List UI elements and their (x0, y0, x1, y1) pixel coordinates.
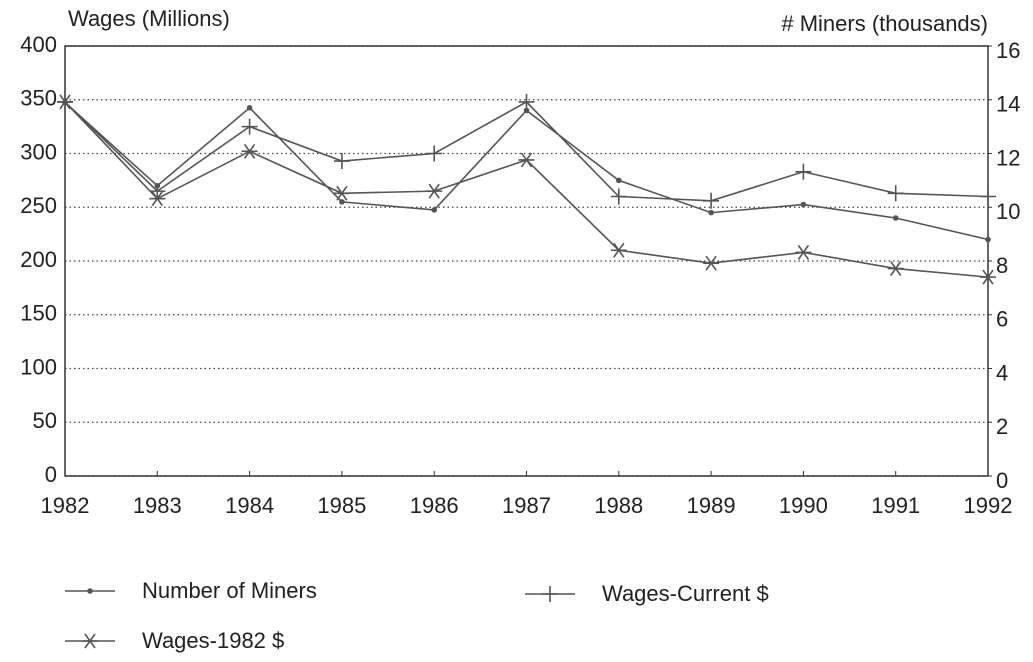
x-tick-label: 1992 (964, 493, 1013, 518)
y2-tick-label: 10 (996, 199, 1020, 224)
x-tick-label: 1990 (779, 493, 828, 518)
marker (241, 143, 258, 159)
series-line (64, 101, 989, 278)
marker (616, 177, 622, 184)
marker (426, 145, 443, 162)
y2-axis-label: # Miners (thousands) (781, 11, 988, 36)
marker (985, 236, 991, 243)
x-tick-label: 1987 (502, 493, 551, 518)
marker (523, 107, 530, 114)
y-tick-label: 50 (33, 408, 57, 433)
x-tick-label: 1989 (687, 493, 736, 518)
x-tick-label: 1984 (225, 493, 274, 518)
y-tick-label: 200 (20, 247, 57, 272)
marker (426, 183, 443, 199)
y2-tick-label: 0 (996, 468, 1008, 493)
marker (246, 105, 253, 111)
y-tick-label: 300 (20, 139, 57, 164)
x-tick-label: 1988 (594, 493, 643, 518)
marker (149, 191, 166, 207)
legend-label: Number of Miners (142, 578, 317, 603)
marker (57, 94, 73, 110)
y-tick-label: 400 (20, 32, 57, 57)
marker (887, 185, 904, 202)
y-tick-label: 0 (45, 462, 57, 487)
marker (708, 209, 714, 216)
x-tick-label: 1982 (41, 493, 90, 518)
marker (431, 207, 438, 213)
marker (333, 185, 350, 201)
x-tick-label: 1985 (317, 493, 366, 518)
y2-tick-label: 14 (996, 92, 1020, 117)
y2-tick-label: 6 (996, 307, 1008, 332)
marker (518, 152, 535, 168)
marker (980, 269, 996, 285)
y-tick-label: 150 (20, 301, 57, 326)
legend-marker (87, 588, 93, 594)
marker (339, 199, 345, 205)
y-tick-label: 350 (20, 86, 57, 111)
marker (518, 93, 535, 110)
marker (980, 188, 996, 205)
series-line (64, 101, 989, 241)
marker (800, 201, 807, 208)
marker (610, 242, 627, 258)
legend-label: Wages-1982 $ (142, 628, 284, 653)
marker (333, 153, 350, 170)
series-line (64, 100, 989, 202)
legend-label: Wages-Current $ (602, 581, 769, 606)
y-axis-label: Wages (Millions) (68, 6, 230, 31)
marker (241, 118, 258, 135)
marker (887, 261, 904, 276)
x-tick-label: 1991 (871, 493, 920, 518)
marker (795, 163, 812, 180)
legend-marker (82, 633, 98, 649)
y2-tick-label: 12 (996, 145, 1020, 170)
y-tick-label: 100 (20, 354, 57, 379)
marker (149, 183, 166, 200)
marker (610, 188, 627, 205)
y2-tick-label: 16 (996, 38, 1020, 63)
y2-tick-label: 2 (996, 414, 1008, 439)
marker (795, 244, 812, 260)
marker (703, 192, 720, 209)
legend-marker (542, 586, 558, 602)
x-tick-label: 1983 (133, 493, 182, 518)
marker (892, 215, 899, 221)
y2-tick-label: 4 (996, 360, 1008, 385)
x-tick-label: 1986 (410, 493, 459, 518)
y-tick-label: 250 (20, 193, 57, 218)
marker (703, 255, 720, 271)
y2-tick-label: 8 (996, 253, 1008, 278)
